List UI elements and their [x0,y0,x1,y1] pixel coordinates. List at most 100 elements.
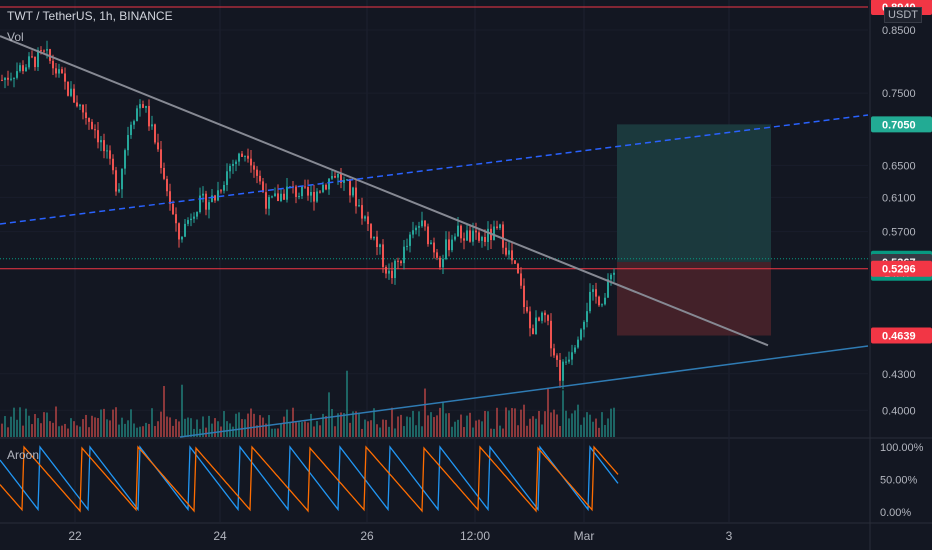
candle-body-127 [382,244,384,267]
candle-body-145 [436,252,438,258]
candle-body-6 [19,65,21,72]
candle-body-119 [358,205,360,207]
volume-bar-188 [565,410,567,437]
candle-body-74 [223,184,225,191]
candle-body-156 [469,230,471,242]
aroon-legend[interactable]: Aroon [7,448,40,462]
candle-body-120 [361,205,363,219]
candle-body-98 [295,186,297,197]
candle-body-93 [280,193,282,202]
candle-body-196 [589,291,591,312]
candle-body-28 [85,112,87,119]
candle-body-13 [40,50,42,52]
candle-body-178 [535,317,537,335]
candle-body-8 [25,67,27,72]
candle-body-101 [304,186,306,188]
volume-bar-85 [256,425,258,437]
candle-body-35 [106,150,108,152]
volume-bar-187 [562,390,564,437]
candle-body-58 [175,214,177,224]
candle-body-44 [133,121,135,125]
volume-bar-20 [61,425,63,437]
candle-body-73 [220,190,222,192]
candle-body-75 [226,171,228,185]
candle-body-197 [592,289,594,292]
volume-bar-108 [325,416,327,437]
candle-body-29 [88,118,90,122]
candle-body-148 [445,239,447,260]
candle-body-80 [241,153,243,157]
candle-body-177 [532,328,534,335]
volume-bar-11 [34,414,36,437]
volume-bar-118 [355,411,357,437]
candle-body-139 [418,226,420,228]
candle-body-9 [28,56,30,68]
candle-body-191 [574,347,576,353]
candle-body-136 [409,234,411,246]
volume-bar-178 [535,418,537,437]
volume-bar-119 [358,412,360,437]
volume-bar-110 [331,408,333,437]
volume-bar-78 [235,413,237,437]
candle-body-194 [583,321,585,330]
volume-bar-23 [70,418,72,437]
price-badge-label-5: 0.4639 [882,331,916,343]
volume-bar-62 [187,417,189,437]
symbol-title[interactable]: TWT / TetherUS, 1h, BINANCE [7,9,173,23]
candle-body-19 [58,69,60,74]
volume-bar-168 [505,407,507,437]
volume-bar-72 [217,421,219,437]
volume-bar-148 [445,413,447,437]
candle-body-102 [307,187,309,196]
volume-bar-186 [559,426,561,437]
volume-bar-3 [10,416,12,437]
volume-bar-191 [574,410,576,437]
support-trendline [179,345,869,438]
volume-bar-113 [340,412,342,437]
volume-bar-92 [277,428,279,437]
volume-bar-195 [586,412,588,437]
aroon-down-line [0,445,619,513]
candle-body-115 [346,179,348,181]
volume-bar-28 [85,414,87,437]
volume-bar-197 [592,421,594,437]
candle-body-22 [67,81,69,96]
candle-body-104 [313,191,315,202]
volume-bar-12 [37,418,39,437]
volume-bar-166 [499,425,501,437]
volume-bar-151 [454,421,456,437]
candle-body-150 [451,239,453,251]
candle-body-11 [34,56,36,68]
candle-body-12 [37,50,39,68]
volume-bar-50 [151,408,153,437]
volume-bar-200 [601,412,603,437]
candle-body-121 [364,216,366,219]
stop-zone [617,261,771,336]
price-tick-4: 0.5700 [882,227,916,239]
candle-body-2 [7,77,9,80]
candle-body-81 [244,155,246,157]
candle-body-147 [442,259,444,268]
volume-bar-9 [28,415,30,437]
volume-bar-190 [571,413,573,437]
volume-legend[interactable]: Vol [7,30,24,44]
volume-bar-15 [46,412,48,437]
volume-bar-36 [109,420,111,437]
candle-body-128 [385,266,387,274]
candle-body-68 [205,193,207,210]
candle-body-0 [1,79,3,81]
candle-body-82 [247,155,249,159]
candle-body-45 [136,108,138,122]
volume-bar-31 [94,417,96,437]
currency-badge[interactable]: USDT [884,7,922,23]
volume-bar-105 [316,421,318,437]
aroon-tick-0: 100.00% [880,442,924,454]
candle-body-53 [160,149,162,168]
volume-bar-183 [550,412,552,437]
candle-body-86 [259,175,261,182]
volume-bar-116 [349,422,351,437]
price-tick-2: 0.6500 [882,160,916,172]
candle-body-41 [124,150,126,169]
